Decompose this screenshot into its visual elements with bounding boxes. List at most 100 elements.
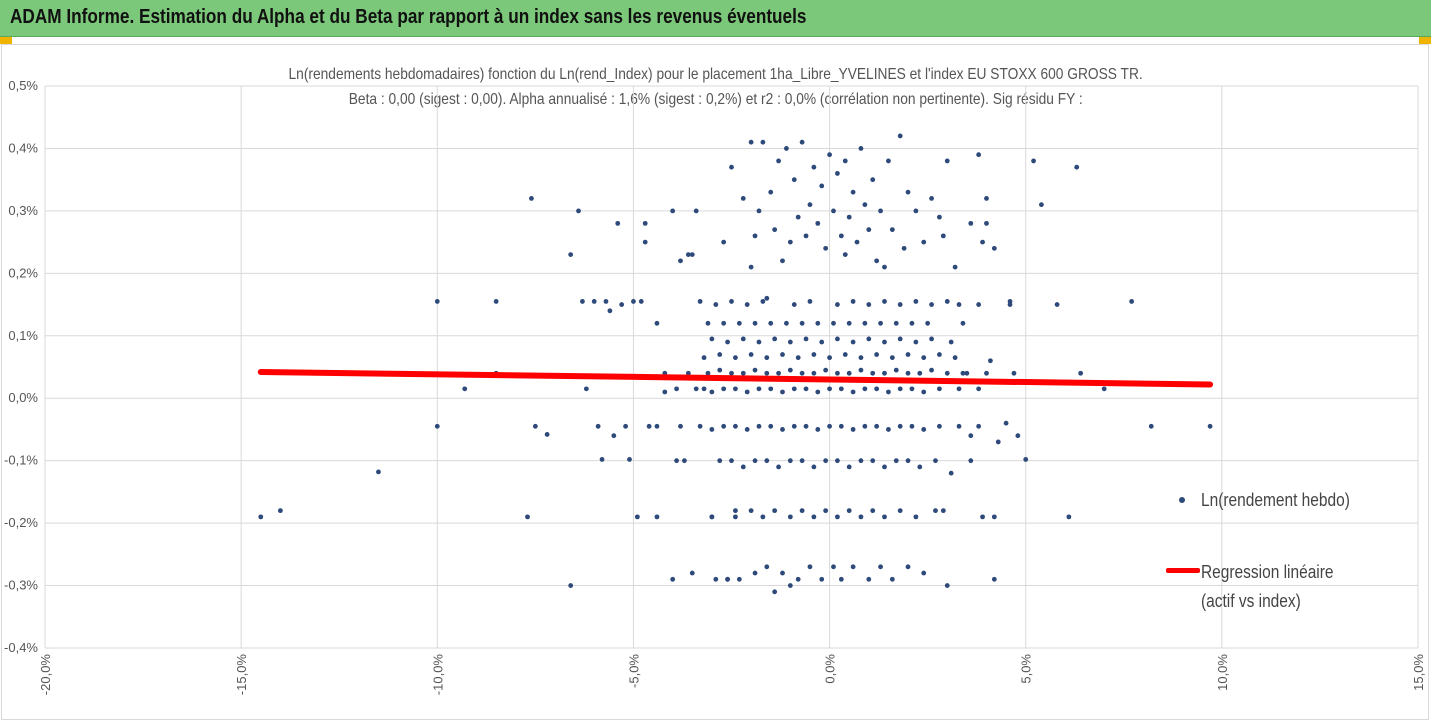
y-tick-label: -0,2% <box>4 515 38 530</box>
data-point <box>944 370 950 376</box>
data-point <box>815 389 821 395</box>
data-point <box>685 370 691 376</box>
y-axis-tick-labels: 0,5% 0,4% 0,3% 0,2% 0,1% 0,0% -0,1% -0,2% -0,3% -… <box>4 78 38 655</box>
data-point <box>768 320 774 326</box>
data-point <box>654 423 660 429</box>
data-point <box>1015 433 1021 439</box>
data-point <box>905 189 911 195</box>
data-point <box>838 233 844 239</box>
data-point <box>835 370 840 376</box>
data-point <box>948 339 954 345</box>
data-point <box>929 196 934 201</box>
data-point <box>893 320 899 326</box>
data-point <box>607 308 613 314</box>
data-point <box>827 423 832 429</box>
y-tick-label: 0,4% <box>8 140 38 155</box>
data-point <box>799 458 805 464</box>
data-point <box>909 386 915 392</box>
data-point <box>835 171 840 176</box>
data-point <box>870 370 876 376</box>
data-point <box>1066 514 1072 520</box>
data-point <box>968 220 974 226</box>
data-point <box>984 220 989 226</box>
data-point <box>933 508 938 514</box>
data-point <box>921 570 927 576</box>
data-point <box>595 423 601 429</box>
data-point <box>882 370 887 376</box>
data-point <box>1031 158 1036 164</box>
data-point <box>905 352 911 357</box>
data-point <box>740 196 746 201</box>
chart-title-line1: Ln(rendements hebdomadaires) fonction du… <box>0 66 1431 84</box>
data-point <box>921 355 927 361</box>
data-point <box>815 427 821 432</box>
data-point <box>787 367 793 373</box>
data-point <box>913 208 919 214</box>
data-point <box>937 352 942 357</box>
data-point <box>776 158 781 164</box>
data-point <box>642 239 648 245</box>
data-point <box>897 133 903 139</box>
data-point <box>850 427 856 432</box>
data-point <box>1148 423 1154 429</box>
data-point <box>784 146 789 151</box>
data-point <box>889 576 895 582</box>
data-point <box>1011 370 1017 376</box>
data-point <box>913 514 919 520</box>
data-point <box>434 423 440 429</box>
data-point <box>905 458 911 464</box>
data-point <box>752 458 758 464</box>
data-point <box>772 589 778 595</box>
data-point <box>866 302 872 307</box>
data-point <box>874 386 880 392</box>
data-point <box>944 158 950 164</box>
data-point <box>599 457 605 462</box>
data-point <box>1054 302 1060 307</box>
data-point <box>744 389 750 395</box>
data-point <box>709 336 715 342</box>
x-tick-label: 0,0% <box>823 654 838 684</box>
data-point <box>721 320 727 326</box>
data-point <box>721 386 727 392</box>
data-point <box>529 196 534 201</box>
data-point <box>838 576 844 582</box>
data-point <box>917 464 923 470</box>
data-point <box>893 458 899 464</box>
data-point <box>835 302 840 307</box>
data-point <box>799 508 805 514</box>
data-point <box>627 457 632 462</box>
corner-marker-right <box>1419 37 1431 44</box>
data-point <box>799 139 805 145</box>
data-point <box>811 164 817 170</box>
data-point <box>803 423 809 429</box>
data-point <box>603 299 609 304</box>
data-point <box>791 386 797 392</box>
data-point <box>964 370 970 376</box>
data-point <box>544 432 550 437</box>
data-point <box>623 423 628 429</box>
data-point <box>791 177 797 183</box>
data-point <box>787 458 793 464</box>
data-point <box>874 352 880 357</box>
data-point <box>905 370 911 376</box>
y-tick-label: -0,3% <box>4 578 38 593</box>
data-point <box>842 252 848 257</box>
data-point <box>1007 299 1013 304</box>
data-point <box>709 514 715 520</box>
data-point <box>815 220 821 226</box>
data-point <box>917 370 923 376</box>
data-point <box>791 423 797 429</box>
data-point <box>740 464 746 470</box>
data-point <box>921 427 927 432</box>
data-point <box>799 370 805 376</box>
data-point <box>713 576 719 582</box>
data-point <box>764 564 770 570</box>
y-tick-label: 0,5% <box>8 78 38 93</box>
data-point <box>780 570 785 576</box>
data-point <box>768 189 774 195</box>
data-point <box>611 433 617 439</box>
data-point <box>937 423 942 429</box>
data-point <box>866 336 872 342</box>
data-point <box>807 202 813 208</box>
